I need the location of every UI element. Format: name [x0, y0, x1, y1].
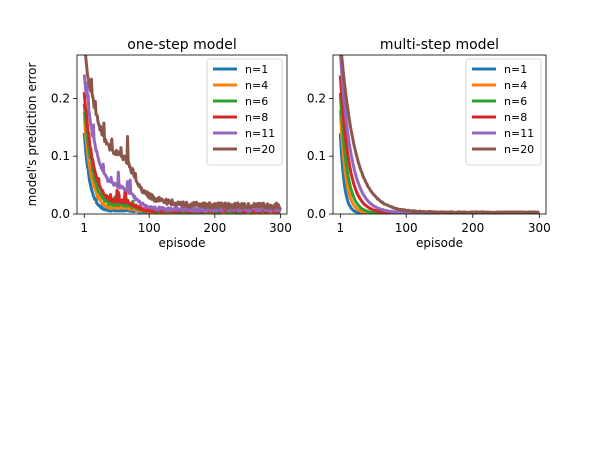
y-tick-label: 0.1 — [51, 149, 70, 163]
legend-label: n=1 — [245, 63, 268, 76]
legend-label: n=6 — [504, 95, 527, 108]
series-line-n20 — [84, 55, 282, 211]
legend-label: n=1 — [504, 63, 527, 76]
x-tick-label: 1 — [80, 221, 88, 235]
x-axis-label: episode — [416, 236, 463, 250]
series-lines — [338, 55, 541, 214]
x-axis-label: episode — [159, 236, 206, 250]
y-tick-label: 0.2 — [307, 91, 326, 105]
series-line-n11 — [82, 74, 282, 213]
legend: n=1 n=4 n=6 n=8 n=11 n=20 — [206, 58, 283, 166]
legend-label: n=20 — [504, 143, 534, 156]
legend: n=1 n=4 n=6 n=8 n=11 n=20 — [465, 58, 542, 166]
legend-label: n=8 — [245, 111, 268, 124]
panel-multi-step: 1 100 200 300 0.0 0.1 0.2 multi-step model episo… — [307, 37, 551, 250]
y-axis-label: model's prediction error — [25, 63, 39, 207]
x-tick-label: 1 — [337, 221, 345, 235]
legend-label: n=8 — [504, 111, 527, 124]
series-lines — [82, 55, 282, 214]
chart-title: one-step model — [127, 37, 236, 53]
legend-label: n=4 — [504, 79, 527, 92]
legend-label: n=11 — [245, 127, 275, 140]
y-tick-label: 0.0 — [51, 207, 70, 221]
x-tick-label: 200 — [461, 221, 484, 235]
x-tick-label: 100 — [138, 221, 161, 235]
chart-title: multi-step model — [380, 37, 499, 53]
legend-label: n=11 — [504, 127, 534, 140]
panel-one-step: 1 100 200 300 0.0 0.1 0.2 one-step model episode… — [25, 37, 292, 250]
axes-frame — [332, 54, 547, 215]
legend-label: n=20 — [245, 143, 275, 156]
y-tick-label: 0.0 — [307, 207, 326, 221]
x-tick-label: 300 — [528, 221, 551, 235]
legend-label: n=4 — [245, 79, 268, 92]
y-tick-label: 0.1 — [307, 149, 326, 163]
x-tick-label: 300 — [269, 221, 292, 235]
legend-label: n=6 — [245, 95, 268, 108]
x-tick-label: 100 — [395, 221, 418, 235]
x-tick-label: 200 — [203, 221, 226, 235]
axes-frame — [76, 54, 288, 215]
y-tick-label: 0.2 — [51, 91, 70, 105]
series-line-n20 — [340, 55, 541, 214]
